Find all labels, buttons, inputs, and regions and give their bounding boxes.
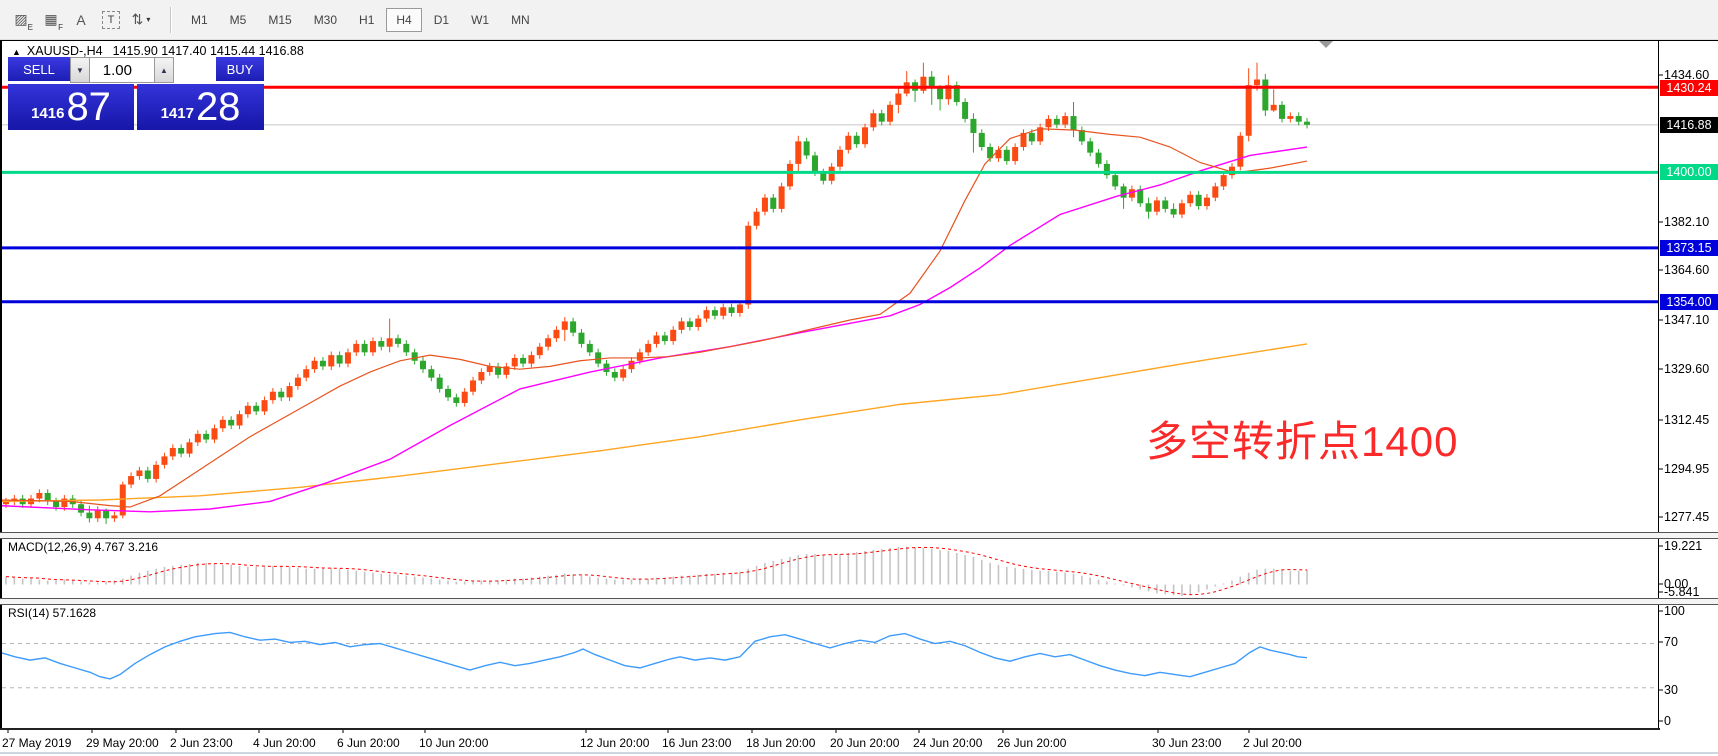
tool-subscript: E	[27, 22, 33, 32]
toolbar-separator	[170, 6, 172, 33]
volume-input[interactable]: 1.00	[90, 57, 154, 83]
time-axis-label: 2 Jul 20:00	[1243, 736, 1302, 750]
price-axis-label: 1364.60	[1664, 263, 1710, 277]
price-level-badge: 1373.15	[1660, 240, 1718, 256]
time-axis-label: 26 Jun 20:00	[997, 736, 1067, 750]
time-axis-label: 4 Jun 20:00	[253, 736, 316, 750]
chart-text-annotation: 多空转折点1400	[1146, 418, 1459, 465]
time-axis-label: 6 Jun 20:00	[337, 736, 400, 750]
macd-indicator-label: MACD(12,26,9) 4.767 3.216	[8, 540, 159, 554]
buy-price-display[interactable]: 1417 28	[137, 84, 264, 130]
time-axis-label: 12 Jun 20:00	[580, 736, 650, 750]
price-axis-label: 1294.95	[1664, 462, 1710, 476]
rsi-axis-label: 70	[1664, 635, 1678, 649]
macd-axis-label: 19.221	[1664, 539, 1703, 553]
fibonacci-grid-tool-icon: ▦	[44, 11, 58, 27]
timeframe-group: M1 M5 M15 M30 H1 H4 D1 W1 MN	[180, 7, 541, 32]
price-level-badge: 1430.24	[1660, 80, 1718, 96]
sell-price-pips: 87	[66, 85, 111, 129]
timeframe-button-m1[interactable]: M1	[191, 12, 208, 27]
macd-axis-label: 0.00	[1664, 577, 1689, 591]
collapse-triangle-icon[interactable]: ▲	[12, 47, 21, 57]
macd-pane-separator[interactable]	[0, 532, 1718, 539]
text-box-tool-button[interactable]: T	[98, 7, 124, 33]
text-box-tool-icon: T	[102, 10, 120, 29]
time-axis-label: 10 Jun 20:00	[419, 736, 489, 750]
rsi-pane-separator[interactable]	[0, 598, 1718, 605]
price-axis-border	[1658, 41, 1659, 730]
timeframe-button-m15[interactable]: M15	[268, 12, 292, 27]
rsi-axis-label: 0	[1664, 714, 1671, 728]
rsi-pane[interactable]	[0, 604, 1658, 728]
volume-decrease-button[interactable]: ▼	[70, 57, 90, 83]
sell-button[interactable]: SELL	[8, 57, 70, 83]
time-axis-label: 16 Jun 23:00	[662, 736, 732, 750]
cycle-arrows-tool-icon: ⇅	[131, 11, 144, 27]
spin-down-icon: ▼	[76, 65, 84, 75]
chart-window-top-border	[0, 39, 1718, 41]
crosshair-pattern-tool-icon: ▨	[14, 11, 28, 27]
symbol-period-label: XAUUSD-,H4	[26, 44, 103, 58]
price-axis-label: 1382.10	[1664, 215, 1710, 229]
buy-price-main: 1417	[160, 105, 194, 122]
price-level-badge: 1354.00	[1660, 294, 1718, 310]
price-level-badge: 1416.88	[1660, 117, 1718, 133]
macd-pane[interactable]	[0, 538, 1658, 599]
ohlc-values: 1415.90 1417.40 1415.44 1416.88	[112, 44, 304, 58]
timeframe-button-d1[interactable]: D1	[433, 12, 450, 27]
rsi-axis-label: 30	[1664, 683, 1678, 697]
time-axis-label: 29 May 20:00	[86, 736, 159, 750]
buy-price-pips: 28	[195, 85, 241, 129]
rsi-indicator-label: RSI(14) 57.1628	[8, 606, 97, 620]
buy-button[interactable]: BUY	[216, 57, 264, 83]
one-click-trade-panel: SELL ▼ 1.00 ▲ BUY 1416 87 1417 28	[8, 57, 264, 130]
drawing-tools-group: ▨ E ▦ F A T ⇅ ▾	[6, 7, 156, 33]
sell-price-main: 1416	[31, 105, 65, 122]
time-axis-label: 24 Jun 20:00	[913, 736, 983, 750]
price-level-badge: 1400.00	[1660, 164, 1718, 180]
volume-increase-button[interactable]: ▲	[154, 57, 174, 83]
timeframe-button-h4[interactable]: H4	[386, 7, 422, 32]
chart-bottom-border	[0, 728, 1660, 730]
time-axis-label: 27 May 2019	[2, 736, 72, 750]
timeframe-button-h1[interactable]: H1	[359, 12, 375, 27]
chart-left-border	[0, 41, 2, 730]
dropdown-caret-icon: ▾	[146, 15, 151, 24]
toolbar: ▨ E ▦ F A T ⇅ ▾ M1 M5 M15 M30 H1 H4 D1 W1 MN	[0, 0, 1718, 40]
chart-title: ▲ XAUUSD-,H4 1415.90 1417.40 1415.44 1416.…	[12, 44, 304, 58]
crosshair-pattern-tool-button[interactable]: ▨ E	[8, 7, 34, 33]
price-axis-label: 1347.10	[1664, 313, 1710, 327]
time-axis-label: 2 Jun 23:00	[170, 736, 233, 750]
price-axis-label: 1329.60	[1664, 362, 1710, 376]
time-axis-label: 30 Jun 23:00	[1152, 736, 1222, 750]
macd-axis-label: -5.841	[1664, 585, 1700, 599]
timeframe-button-m5[interactable]: M5	[229, 12, 247, 27]
timeframe-button-w1[interactable]: W1	[471, 12, 490, 27]
price-axis-label: 1277.45	[1664, 510, 1710, 524]
cycle-arrows-tool-button[interactable]: ⇅ ▾	[128, 7, 154, 33]
timeframe-button-m30[interactable]: M30	[313, 12, 338, 27]
rsi-axis-label: 100	[1664, 604, 1685, 618]
time-axis-label: 18 Jun 20:00	[746, 736, 816, 750]
time-axis-label: 20 Jun 20:00	[830, 736, 900, 750]
tool-subscript: F	[58, 22, 63, 32]
window-bottom-strip	[0, 752, 1718, 754]
price-axis-label: 1434.60	[1664, 68, 1710, 82]
spin-up-icon: ▲	[160, 65, 168, 75]
text-label-tool-button[interactable]: A	[68, 7, 94, 33]
text-label-tool-icon: A	[76, 11, 86, 28]
fibonacci-grid-tool-button[interactable]: ▦ F	[38, 7, 64, 33]
price-axis-label: 1312.45	[1664, 413, 1710, 427]
sell-price-display[interactable]: 1416 87	[8, 84, 134, 130]
timeframe-button-mn[interactable]: MN	[511, 12, 530, 27]
